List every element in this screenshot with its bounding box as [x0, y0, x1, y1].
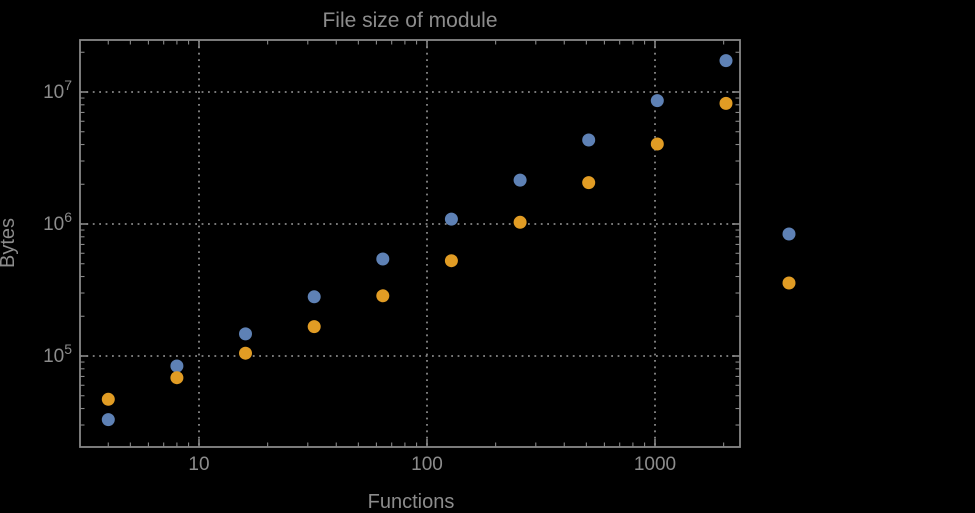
- data-point-orange-series-x4: [101, 392, 115, 406]
- plot-frame: [79, 39, 741, 448]
- data-point-orange-series-x8: [170, 371, 184, 385]
- gridlines: [80, 40, 740, 447]
- x-tick-label-10: 10: [188, 454, 209, 475]
- data-point-orange-series-x2048: [719, 96, 733, 110]
- data-point-orange-series-x256: [513, 215, 527, 229]
- data-point-orange-series-x128: [444, 254, 458, 268]
- x-axis-label: Functions: [368, 491, 455, 513]
- data-point-blue-series-x512: [582, 133, 596, 147]
- data-point-blue-series-x128: [444, 212, 458, 226]
- axis-ticks: [80, 40, 740, 447]
- data-point-orange-series-x512: [582, 176, 596, 190]
- data-point-blue-series-x2048: [719, 54, 733, 68]
- data-point-blue-series-x16: [239, 327, 252, 341]
- data-point-blue-series-x1024: [650, 94, 664, 108]
- legend-marker-orange: [782, 276, 796, 290]
- data-point-blue-series-x32: [307, 290, 321, 304]
- axis-tick-labels: 10 100 1000 105 106 107: [43, 77, 676, 475]
- x-tick-label-100: 100: [411, 454, 443, 475]
- data-point-orange-series-x64: [376, 289, 390, 303]
- data-point-orange-series-x1024: [650, 137, 664, 151]
- data-point-blue-series-x4: [101, 413, 115, 427]
- y-tick-label-10e7: 107: [43, 77, 72, 103]
- legend-marker-blue: [782, 227, 796, 241]
- data-point-blue-series-x256: [513, 173, 527, 187]
- y-axis-label: Bytes: [0, 218, 19, 268]
- data-point-blue-series-x8: [170, 359, 184, 373]
- chart-title: File size of module: [322, 9, 497, 32]
- y-tick-label-10e5: 105: [43, 341, 72, 367]
- y-tick-label-10e6: 106: [43, 209, 72, 235]
- data-point-blue-series-x64: [376, 252, 390, 266]
- legend-markers: [782, 227, 796, 290]
- data-points: [101, 54, 733, 427]
- data-point-orange-series-x16: [239, 346, 252, 360]
- x-tick-label-1000: 1000: [634, 454, 676, 475]
- data-point-orange-series-x32: [307, 320, 321, 334]
